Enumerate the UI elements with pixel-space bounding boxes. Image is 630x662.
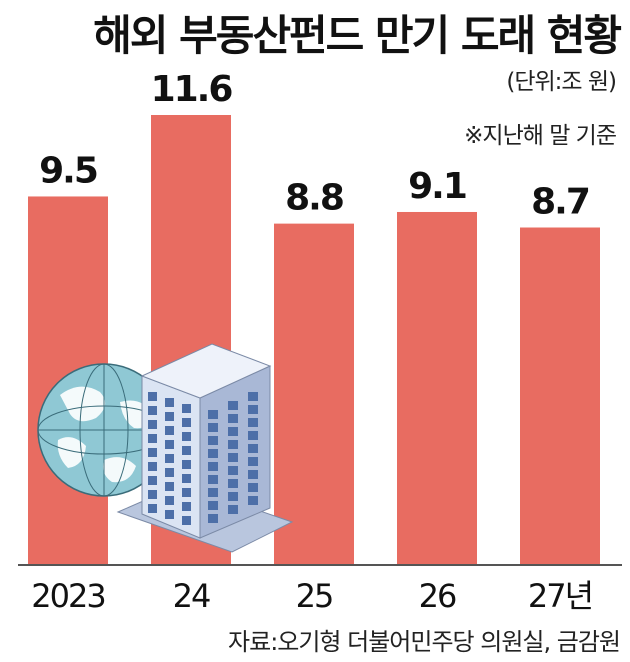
- building-window: [148, 392, 157, 401]
- building-window: [248, 431, 258, 440]
- building-window: [148, 420, 157, 429]
- building-window: [228, 414, 238, 423]
- building-window: [148, 406, 157, 415]
- building-window: [165, 496, 174, 505]
- building-window: [228, 492, 238, 501]
- building-window: [208, 410, 218, 419]
- building-window: [208, 462, 218, 471]
- building-window: [248, 444, 258, 453]
- building-window: [248, 418, 258, 427]
- building-window: [148, 476, 157, 485]
- building-window: [182, 502, 191, 511]
- x-tick-label-3: 26: [419, 577, 456, 615]
- building-window: [248, 457, 258, 466]
- building-window: [148, 462, 157, 471]
- building-window: [165, 454, 174, 463]
- building-window: [228, 479, 238, 488]
- value-label-3: 9.1: [408, 166, 466, 207]
- building-window: [208, 436, 218, 445]
- building-window: [148, 434, 157, 443]
- x-tick-label-4: 27년: [528, 577, 592, 615]
- building-window: [182, 418, 191, 427]
- building-window: [248, 405, 258, 414]
- source-label: 자료:오기형 더불어민주당 의원실, 금감원: [228, 628, 621, 656]
- building-window: [148, 448, 157, 457]
- building-window: [182, 446, 191, 455]
- building-window: [208, 514, 218, 523]
- office-building-icon: [116, 343, 294, 553]
- building-window: [182, 432, 191, 441]
- unit-label: (단위:조 원): [506, 69, 617, 95]
- building-window: [228, 505, 238, 514]
- value-label-4: 8.7: [531, 182, 589, 223]
- building-window: [182, 404, 191, 413]
- building-window: [148, 504, 157, 513]
- building-window: [182, 516, 191, 525]
- building-window: [208, 501, 218, 510]
- building-window: [228, 427, 238, 436]
- building-window: [248, 496, 258, 505]
- bar-3: [397, 211, 477, 565]
- building-window: [165, 482, 174, 491]
- bar-4: [520, 227, 600, 565]
- building-window: [228, 466, 238, 475]
- labels-group: 9.5 2023 11.6 24 8.8 25 9.1 26 8.7 27년: [31, 69, 594, 615]
- building-window: [228, 401, 238, 410]
- value-label-2: 8.8: [285, 178, 343, 219]
- building-window: [182, 474, 191, 483]
- building-window: [165, 510, 174, 519]
- building-window: [148, 490, 157, 499]
- building-window: [165, 398, 174, 407]
- building-window: [208, 449, 218, 458]
- building-window: [165, 412, 174, 421]
- building-window: [182, 488, 191, 497]
- building-window: [228, 440, 238, 449]
- value-label-0: 9.5: [39, 150, 97, 191]
- building-window: [208, 488, 218, 497]
- chart-title: 해외 부동산펀드 만기 도래 현황: [93, 11, 622, 60]
- building-window: [248, 483, 258, 492]
- building-window: [208, 475, 218, 484]
- building-window: [208, 423, 218, 432]
- bar-2: [274, 223, 354, 565]
- value-label-1: 11.6: [151, 69, 233, 110]
- building-window: [165, 440, 174, 449]
- building-window: [248, 470, 258, 479]
- building-window: [228, 453, 238, 462]
- x-tick-label-2: 25: [296, 577, 333, 615]
- building-window: [165, 468, 174, 477]
- building-window: [248, 392, 258, 401]
- x-tick-label-1: 24: [173, 577, 210, 615]
- note-label: ※지난해 말 기준: [464, 123, 617, 149]
- building-window: [182, 460, 191, 469]
- building-window: [165, 426, 174, 435]
- x-tick-label-0: 2023: [31, 577, 104, 615]
